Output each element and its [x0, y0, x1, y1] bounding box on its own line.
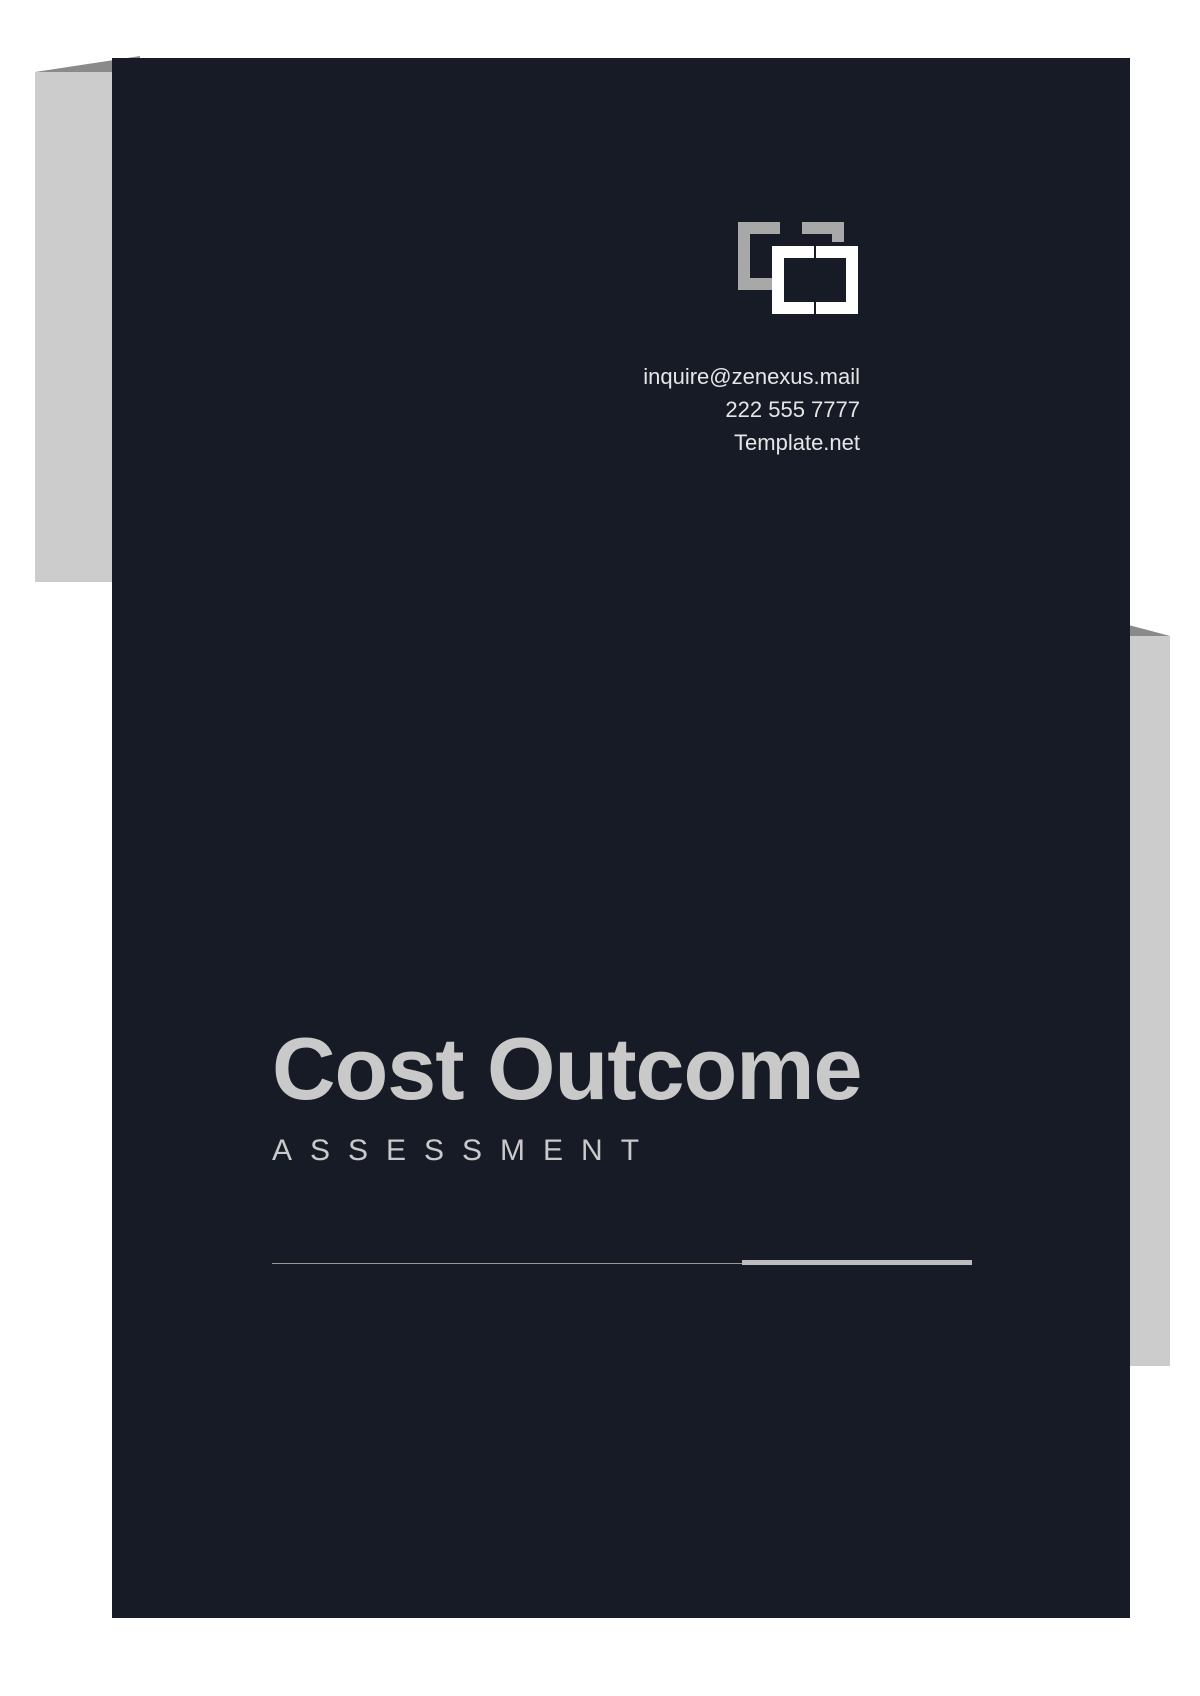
interlocking-brackets-icon: [734, 218, 862, 318]
main-panel: inquire@zenexus.mail 222 555 7777 Templa…: [112, 58, 1130, 1618]
divider-thick-line: [742, 1260, 972, 1265]
contact-email: inquire@zenexus.mail: [643, 360, 860, 393]
title-block: Cost Outcome ASSESSMENT: [272, 1018, 1052, 1168]
contact-phone: 222 555 7777: [643, 393, 860, 426]
contact-website: Template.net: [643, 426, 860, 459]
document-title: Cost Outcome: [272, 1018, 1052, 1120]
title-divider: [272, 1260, 972, 1266]
document-subtitle: ASSESSMENT: [272, 1134, 1052, 1168]
contact-info: inquire@zenexus.mail 222 555 7777 Templa…: [643, 360, 860, 459]
